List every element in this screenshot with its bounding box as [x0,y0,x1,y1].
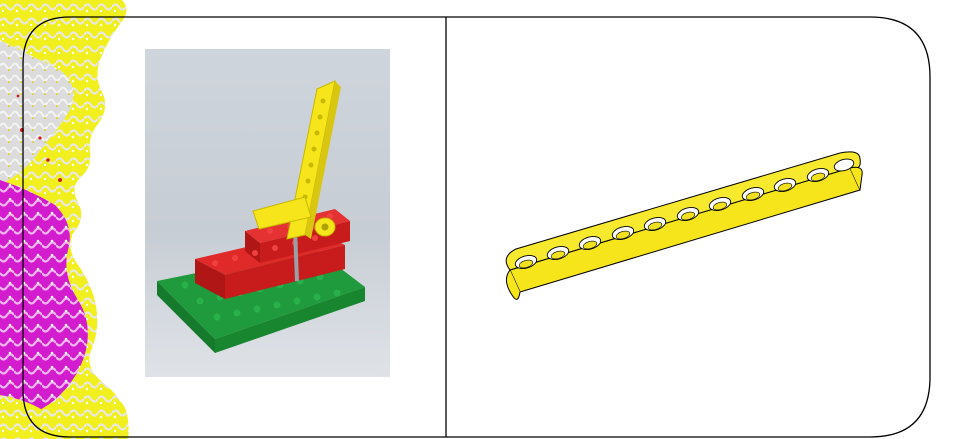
yellow-beam-part-drawing [505,151,863,300]
lego-lever-model-photo [145,49,390,377]
decorative-marble-strip [0,0,129,439]
